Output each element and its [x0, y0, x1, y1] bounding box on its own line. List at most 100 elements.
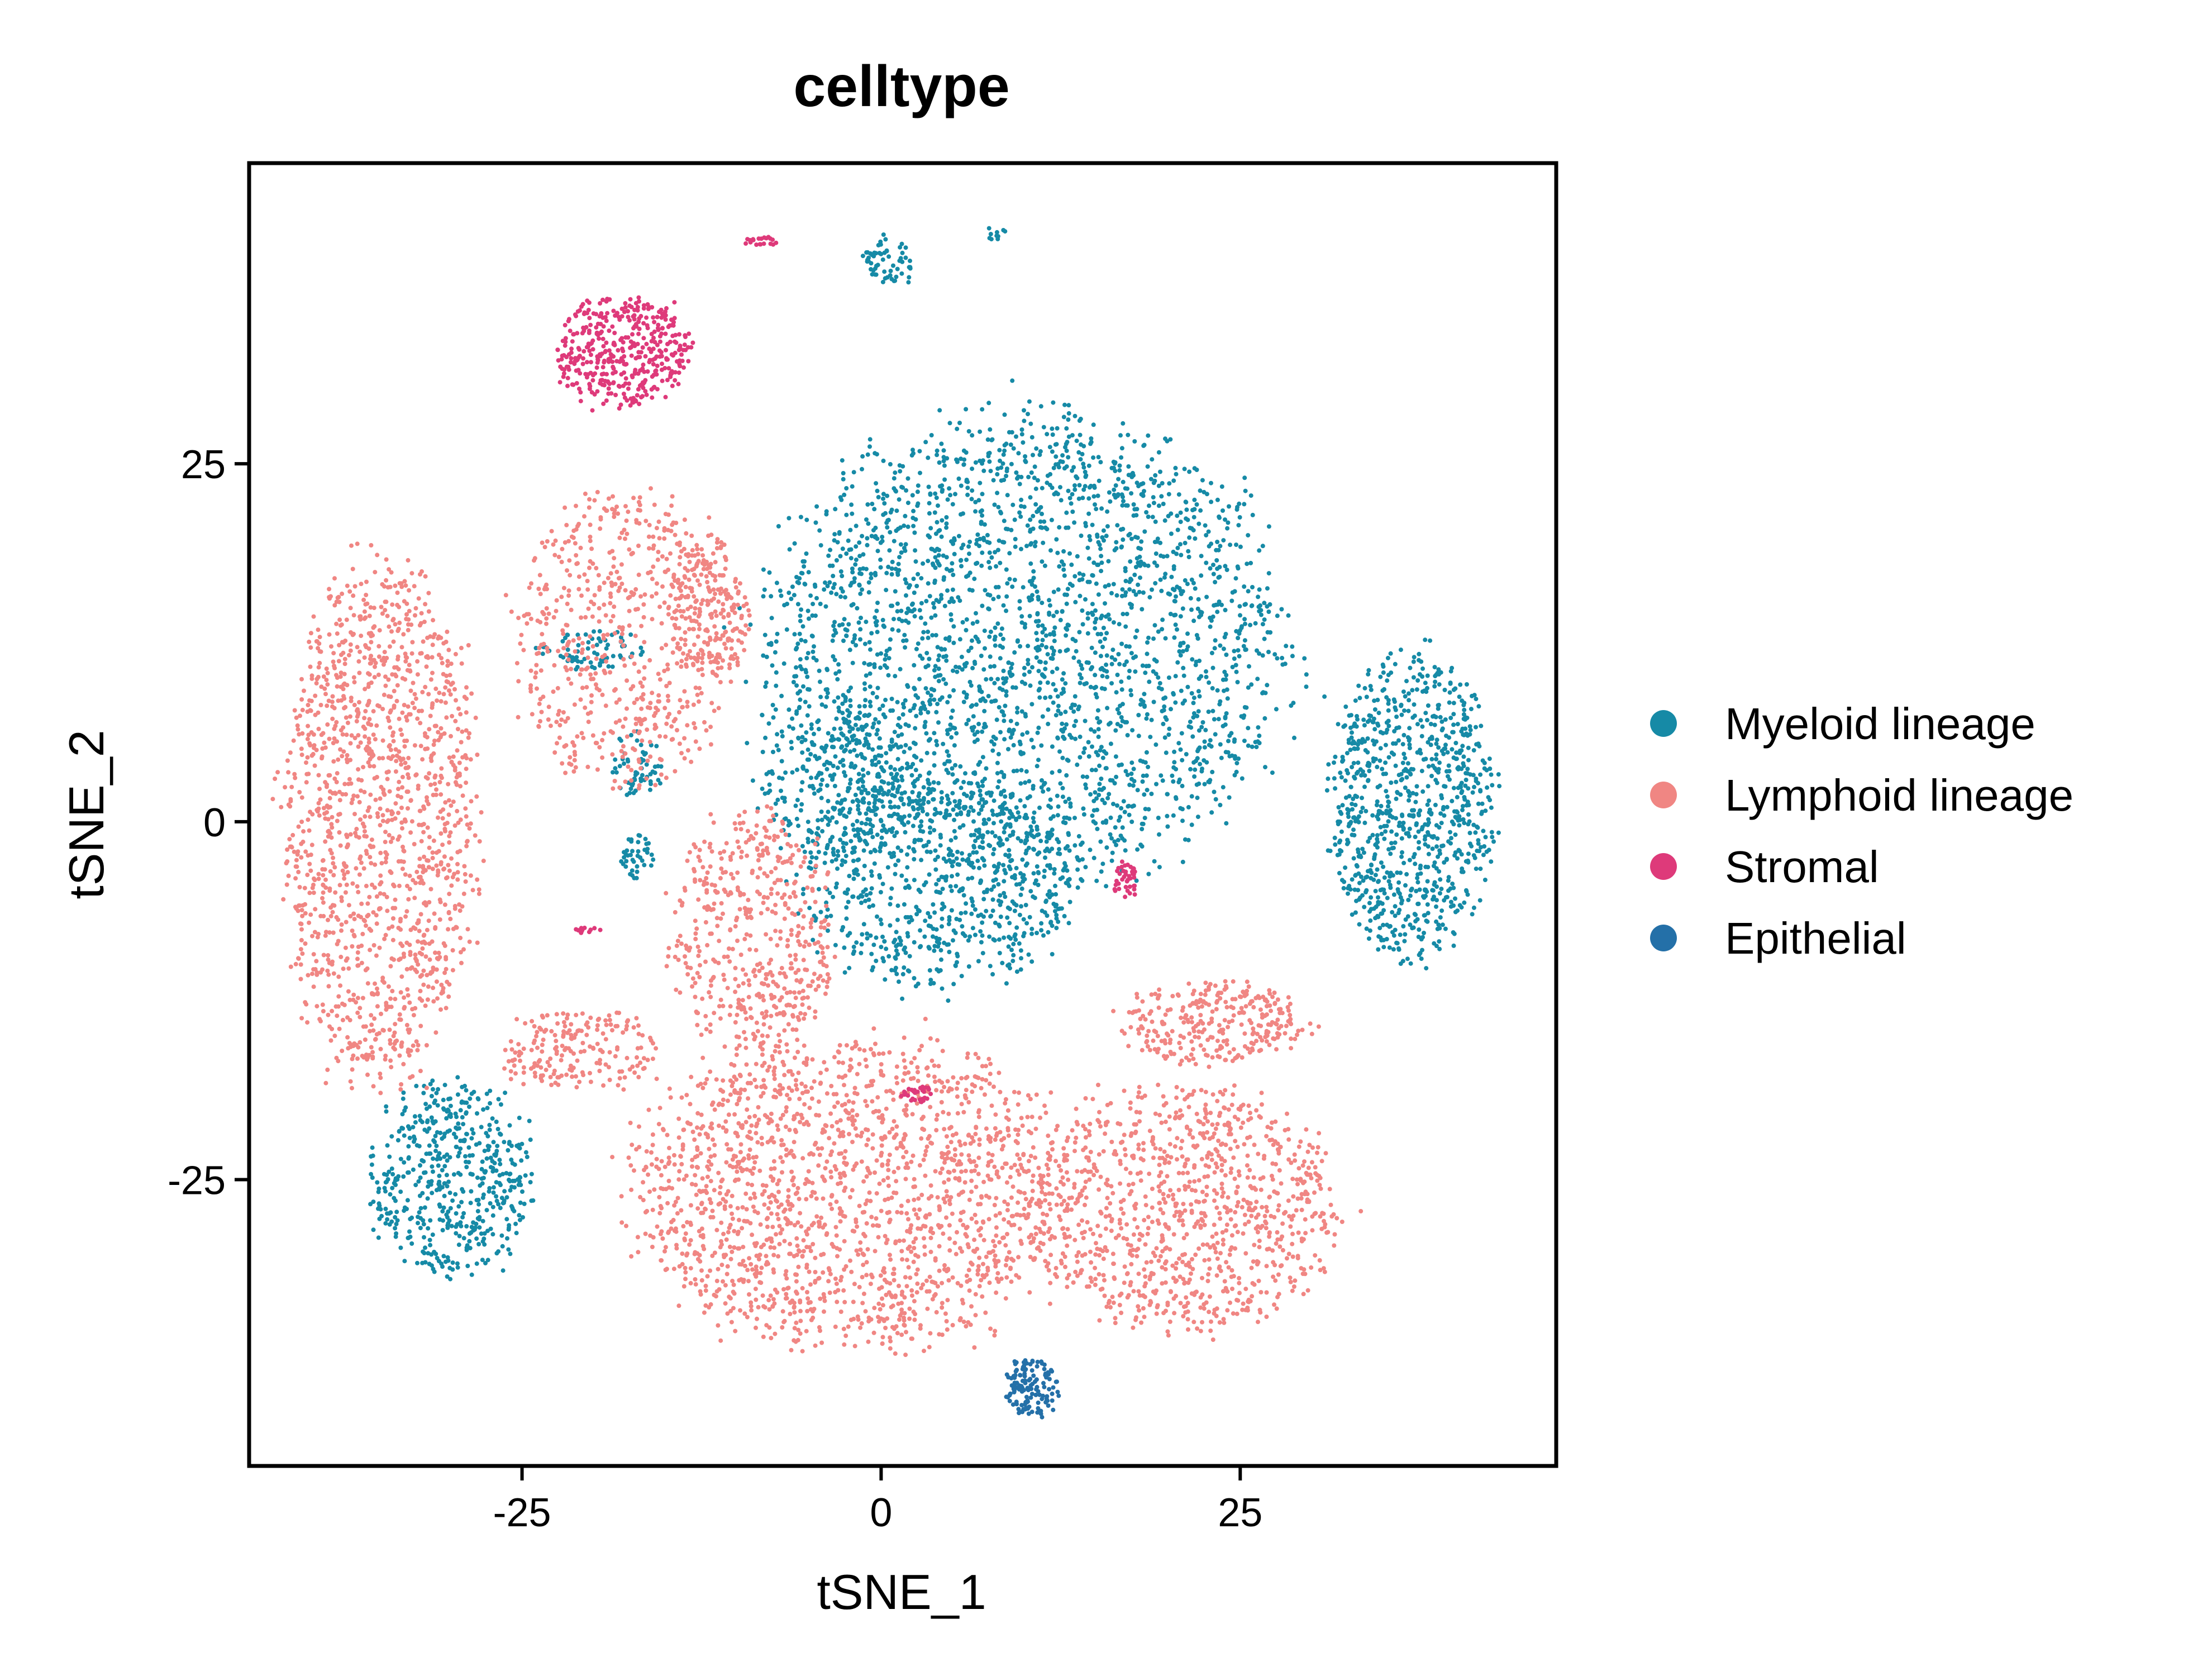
point: [843, 627, 848, 632]
point: [895, 601, 900, 606]
point: [856, 620, 861, 625]
point: [1109, 655, 1114, 660]
point: [800, 844, 805, 849]
point: [1463, 778, 1469, 782]
point: [955, 849, 960, 854]
point: [1156, 450, 1161, 455]
point: [1067, 899, 1072, 904]
point: [488, 1088, 493, 1093]
point: [1375, 697, 1380, 702]
point: [884, 751, 889, 756]
point: [1438, 811, 1443, 816]
point: [1446, 774, 1450, 779]
point: [388, 1192, 393, 1197]
point: [954, 856, 959, 861]
point: [1206, 779, 1211, 784]
point: [1109, 836, 1114, 841]
point: [1048, 866, 1053, 871]
point: [904, 878, 909, 883]
point: [1464, 682, 1469, 687]
point: [1410, 688, 1415, 693]
point: [1218, 742, 1223, 747]
point: [1365, 719, 1370, 724]
point: [514, 1231, 519, 1236]
point: [1196, 676, 1202, 681]
point: [975, 537, 979, 542]
point: [394, 1231, 399, 1236]
point: [1089, 727, 1094, 732]
point: [927, 872, 932, 877]
point: [1125, 773, 1130, 777]
point: [1044, 898, 1048, 903]
point: [1407, 858, 1412, 863]
point: [889, 886, 894, 891]
point: [1002, 737, 1007, 742]
point: [518, 1183, 523, 1187]
point: [855, 798, 860, 802]
point: [1132, 439, 1137, 444]
point: [952, 817, 957, 822]
point: [1061, 562, 1066, 567]
point: [1143, 670, 1148, 675]
point: [1057, 749, 1062, 754]
point: [858, 637, 862, 642]
point: [1075, 475, 1080, 480]
point: [1179, 731, 1184, 736]
point: [416, 1221, 420, 1226]
point: [890, 786, 895, 791]
point: [824, 694, 830, 699]
point: [1439, 908, 1445, 913]
point: [1118, 703, 1123, 708]
point: [1078, 755, 1083, 760]
point: [807, 616, 811, 621]
point: [1185, 517, 1190, 522]
point: [979, 689, 984, 694]
point: [1211, 572, 1216, 577]
point: [1212, 603, 1217, 608]
point: [490, 1213, 495, 1218]
point: [411, 1167, 416, 1172]
point: [928, 526, 933, 531]
point: [438, 1130, 443, 1135]
point: [889, 572, 894, 577]
point: [1461, 703, 1466, 707]
point: [1092, 729, 1097, 734]
point: [988, 964, 993, 969]
point: [894, 772, 899, 777]
point: [877, 873, 882, 878]
point: [437, 1182, 442, 1187]
point: [1202, 745, 1207, 750]
point: [1132, 573, 1137, 577]
point: [818, 679, 822, 684]
point: [1460, 744, 1465, 749]
point: [1195, 606, 1200, 611]
point: [908, 708, 913, 713]
point: [446, 1097, 451, 1102]
point: [1140, 827, 1145, 831]
point: [1206, 529, 1211, 534]
point: [1170, 773, 1175, 778]
point: [1162, 575, 1167, 580]
point: [1026, 644, 1031, 649]
point: [1032, 464, 1037, 469]
point: [980, 458, 985, 463]
point: [804, 656, 809, 660]
point: [1081, 465, 1086, 470]
point: [865, 452, 870, 457]
point: [869, 873, 874, 878]
point: [1006, 944, 1011, 949]
point: [831, 623, 836, 628]
point: [885, 518, 890, 523]
point: [819, 817, 824, 822]
point: [387, 1222, 392, 1227]
point: [1434, 737, 1439, 742]
point: [1265, 586, 1270, 591]
point: [1422, 837, 1427, 842]
point: [1357, 696, 1362, 701]
point: [389, 1134, 394, 1139]
point: [1387, 924, 1392, 929]
point: [1403, 883, 1408, 888]
point: [1057, 564, 1062, 569]
point: [810, 742, 815, 747]
point: [1004, 594, 1009, 599]
